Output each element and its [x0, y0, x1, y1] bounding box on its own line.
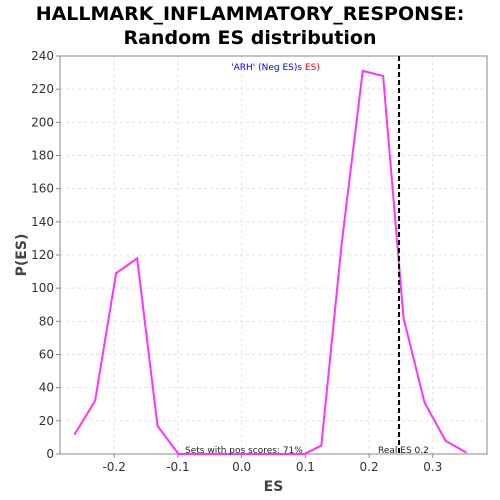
- x-tick-label: 0.2: [360, 460, 379, 474]
- y-tick-label: 220: [31, 82, 54, 96]
- chart-title: HALLMARK_INFLAMMATORY_RESPONSE: Random E…: [0, 2, 500, 50]
- data-point: [73, 433, 76, 435]
- y-tick-label: 140: [31, 215, 54, 229]
- data-point: [94, 400, 96, 402]
- x-tick-label: 0.3: [423, 460, 442, 474]
- data-point: [219, 453, 222, 455]
- y-tick-label: 120: [31, 248, 54, 262]
- x-tick-label: 0.0: [232, 460, 251, 474]
- data-point: [465, 451, 467, 454]
- data-point: [340, 242, 343, 245]
- data-point: [382, 75, 384, 77]
- data-point: [198, 453, 201, 455]
- pos-scores-annotation: Sets with pos scores: 71%: [185, 446, 303, 456]
- data-point: [303, 453, 305, 455]
- legend-part2: s: [297, 63, 302, 73]
- data-point: [444, 439, 447, 442]
- y-tick-label: 100: [31, 281, 54, 295]
- y-tick-label: 200: [31, 115, 54, 129]
- data-point: [136, 257, 138, 260]
- data-point: [423, 401, 426, 404]
- data-point: [177, 453, 180, 455]
- data-point: [261, 453, 264, 455]
- x-axis-ticks: -0.2 -0.1 0.0 0.1 0.2 0.3: [102, 454, 442, 474]
- data-point: [115, 272, 117, 275]
- y-tick-label: 180: [31, 149, 54, 163]
- data-point: [240, 453, 243, 455]
- series-line: [73, 69, 467, 455]
- y-axis-ticks: 0 20 40 60 80 100 120 140 160 180 200 220 240: [31, 49, 60, 461]
- grid: [60, 55, 487, 455]
- legend-part3: ES): [302, 63, 320, 73]
- data-point: [282, 453, 285, 455]
- data-point: [402, 317, 405, 319]
- y-tick-label: 0: [46, 447, 54, 461]
- y-tick-label: 240: [31, 49, 54, 63]
- legend-part1: 'ARH' (Neg ES): [231, 63, 297, 73]
- chart-title-line1: HALLMARK_INFLAMMATORY_RESPONSE:: [35, 3, 465, 25]
- y-tick-label: 40: [39, 381, 54, 395]
- y-tick-label: 160: [31, 182, 54, 196]
- real-es-annotation: Real ES 0.2: [378, 446, 429, 456]
- x-tick-label: 0.1: [296, 460, 315, 474]
- data-point: [156, 425, 159, 427]
- y-tick-label: 60: [39, 348, 54, 362]
- y-tick-label: 80: [39, 314, 54, 328]
- y-axis-label: P(ES): [14, 234, 30, 277]
- x-tick-label: -0.1: [166, 460, 189, 474]
- x-axis-label: ES: [264, 479, 284, 495]
- data-point: [320, 444, 323, 447]
- legend: 'ARH' (Neg ES)s ES): [231, 63, 320, 73]
- data-point: [361, 70, 364, 72]
- chart-title-line2: Random ES distribution: [123, 27, 377, 49]
- y-tick-label: 20: [39, 414, 54, 428]
- series-points: [73, 70, 467, 455]
- x-tick-label: -0.2: [102, 460, 125, 474]
